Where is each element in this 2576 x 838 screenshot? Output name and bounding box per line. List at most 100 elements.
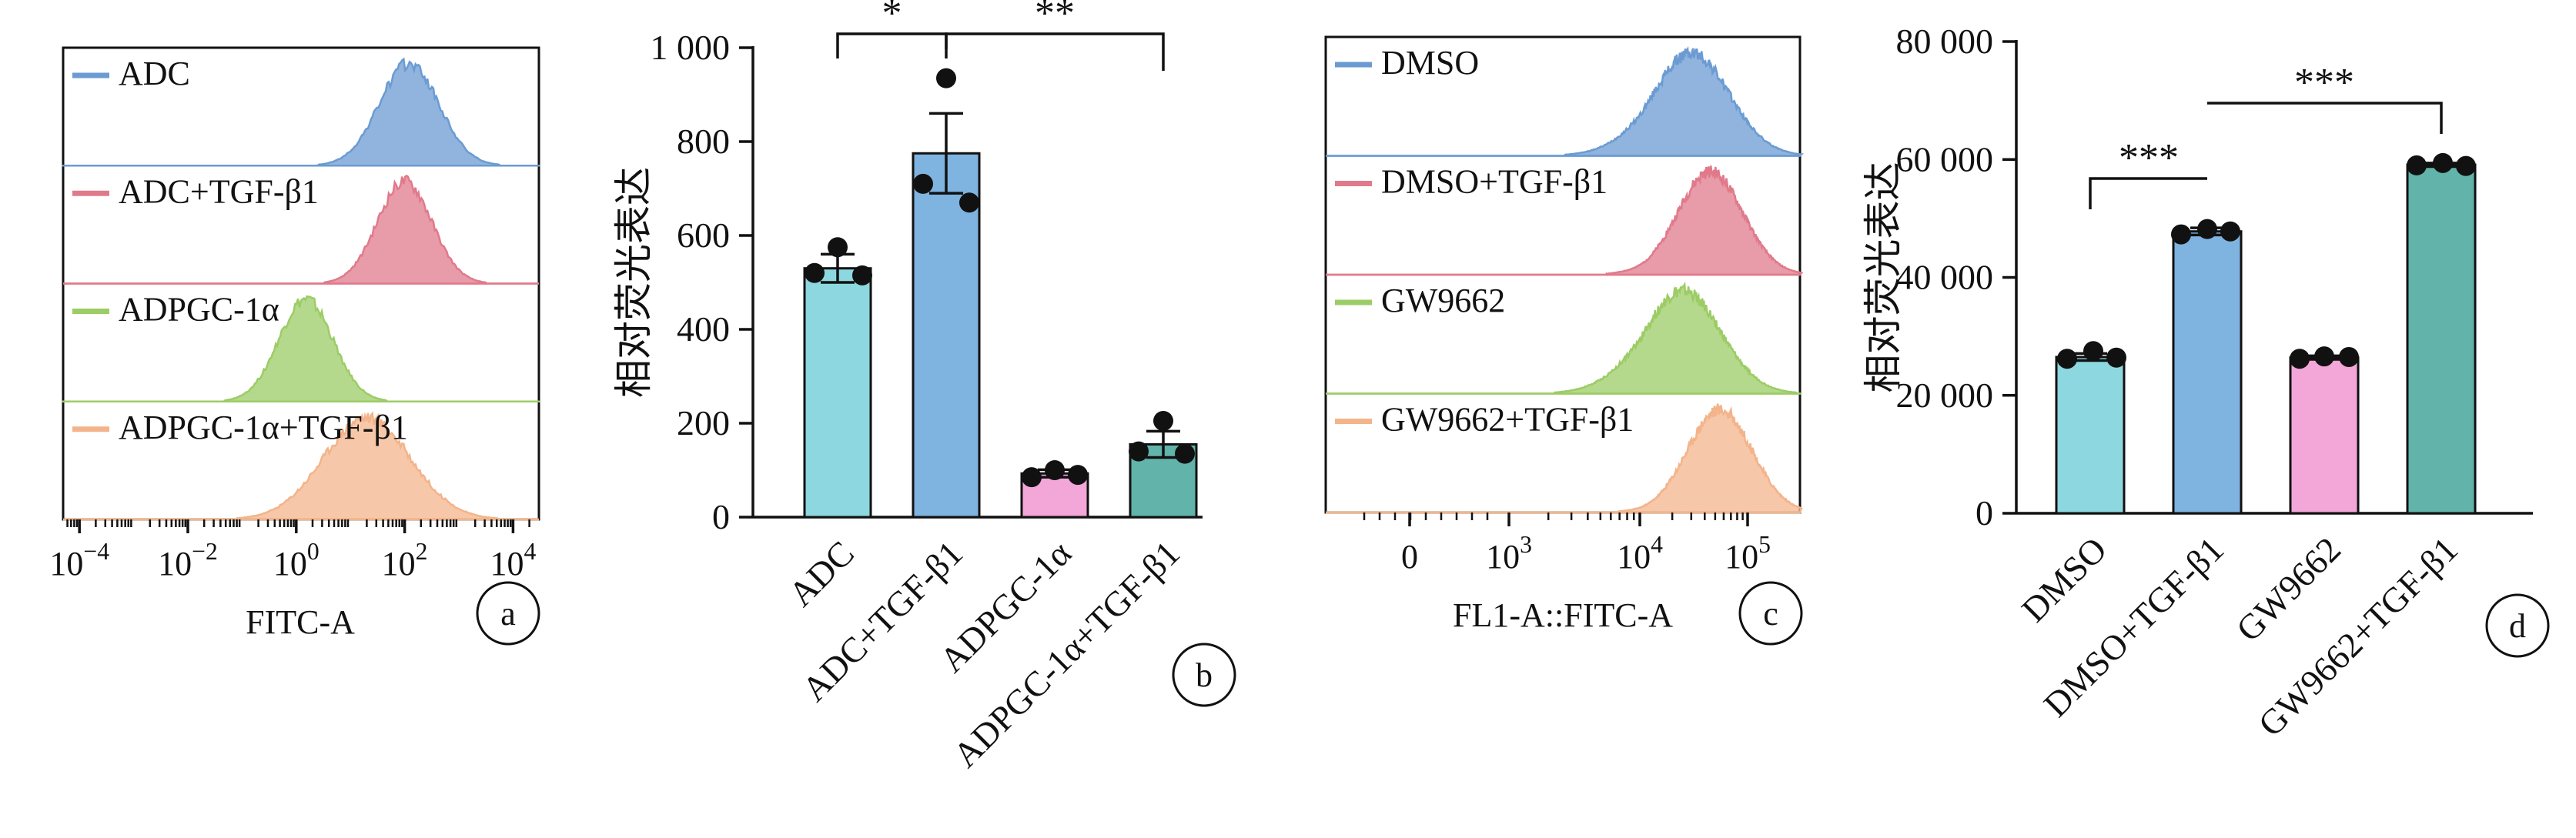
significance-bracket: ** bbox=[945, 0, 1165, 71]
data-point bbox=[1153, 410, 1173, 431]
y-tick-label: 600 bbox=[677, 215, 730, 255]
x-tick-label: 103 bbox=[1486, 531, 1532, 576]
significance-stars: ** bbox=[1035, 0, 1075, 35]
y-tick-label: 80 000 bbox=[1896, 22, 1994, 61]
category-label: ADC bbox=[781, 533, 861, 614]
data-point bbox=[805, 262, 825, 283]
panel-c-badge: c bbox=[1738, 581, 1803, 646]
legend-label: ADPGC-1α bbox=[119, 291, 279, 329]
significance-bracket: *** bbox=[2207, 61, 2443, 134]
bar-group-gw9662: GW9662 bbox=[2229, 346, 2360, 649]
data-point bbox=[852, 265, 872, 285]
y-tick-label: 200 bbox=[677, 403, 730, 442]
histogram-dmso-tgf-1: DMSO+TGF-β1 bbox=[1326, 163, 1804, 277]
category-label: GW9662 bbox=[2229, 529, 2348, 649]
legend-label: GW9662+TGF-β1 bbox=[1381, 401, 1634, 439]
x-tick-label: 10−2 bbox=[158, 538, 218, 583]
data-point bbox=[2314, 346, 2334, 367]
bar-group-dmso: DMSO bbox=[2014, 341, 2126, 629]
bar-adc-tgf-1 bbox=[912, 152, 981, 519]
data-point bbox=[1045, 460, 1065, 480]
data-point bbox=[2433, 152, 2453, 173]
histogram-adc: ADC bbox=[62, 55, 540, 167]
y-tick-label: 40 000 bbox=[1896, 258, 1994, 297]
legend-label: ADPGC-1α+TGF-β1 bbox=[119, 409, 408, 446]
histogram-area bbox=[63, 174, 539, 285]
bar-group-adpgc-1-tgf-1: ADPGC-1α+TGF-β1 bbox=[945, 410, 1198, 775]
significance-bracket: * bbox=[836, 0, 948, 58]
category-label: GW9662+TGF-β1 bbox=[2250, 529, 2465, 744]
data-point bbox=[1068, 465, 1088, 486]
data-point bbox=[2407, 155, 2427, 175]
histogram-gw9662: GW9662 bbox=[1326, 281, 1802, 395]
data-point bbox=[936, 68, 956, 88]
x-tick-label: 10−4 bbox=[49, 538, 109, 583]
data-point bbox=[2083, 341, 2103, 362]
data-point bbox=[2220, 221, 2240, 242]
y-tick-label: 20 000 bbox=[1896, 376, 1994, 415]
data-point bbox=[1129, 441, 1149, 462]
bracket-line bbox=[836, 32, 948, 58]
panel-a-letter: a bbox=[500, 595, 516, 633]
histogram-area bbox=[1326, 403, 1803, 514]
error-bar bbox=[1146, 429, 1180, 459]
histogram-adc-tgf-1: ADC+TGF-β1 bbox=[63, 172, 539, 285]
histogram-adpgc-1: ADPGC-1α bbox=[62, 291, 540, 403]
panel-b-badge: b bbox=[1172, 643, 1236, 707]
panel-d-letter: d bbox=[2509, 607, 2526, 645]
legend-label: ADC+TGF-β1 bbox=[119, 172, 319, 210]
data-point bbox=[913, 173, 933, 194]
y-tick-label: 60 000 bbox=[1896, 139, 1994, 179]
legend-label: GW9662 bbox=[1381, 282, 1505, 319]
x-tick-label: 100 bbox=[273, 538, 319, 583]
histogram-area bbox=[62, 295, 540, 403]
histogram-adpgc-1-tgf-1: ADPGC-1α+TGF-β1 bbox=[63, 409, 539, 521]
bracket-line bbox=[2089, 177, 2207, 209]
bar-gw9662-tgf-1 bbox=[2406, 163, 2477, 515]
bar-group-gw9662-tgf-1: GW9662+TGF-β1 bbox=[2250, 152, 2477, 744]
x-tick-label: 0 bbox=[1401, 538, 1418, 576]
histogram-area bbox=[63, 411, 539, 521]
legend-label: ADC bbox=[119, 55, 190, 92]
category-label: DMSO bbox=[2014, 529, 2114, 629]
x-tick-label: 104 bbox=[1617, 531, 1663, 576]
y-axis-label: 相对荧光表达 bbox=[1861, 162, 1905, 393]
data-point bbox=[1175, 443, 1195, 464]
data-point bbox=[2197, 219, 2217, 239]
panel-c-letter: c bbox=[1763, 595, 1778, 633]
panel-a-badge: a bbox=[476, 581, 540, 646]
panel-a-histogram: ADC ADC+TGF-β1 ADPGC-1α ADPGC-1α+TGF-β1 10−4… bbox=[49, 46, 540, 641]
y-axis-label: 相对荧光表达 bbox=[611, 167, 656, 398]
axes: 0 200 400 600 800 1 000 相对荧光表达 bbox=[611, 28, 1203, 536]
significance-stars: *** bbox=[2294, 61, 2354, 105]
data-point bbox=[2339, 346, 2359, 367]
histogram-dmso: DMSO bbox=[1326, 44, 1805, 157]
data-point bbox=[2290, 349, 2310, 369]
error-bar bbox=[929, 112, 963, 195]
data-point bbox=[828, 237, 848, 258]
bar-gw9662 bbox=[2289, 356, 2360, 515]
x-axis-label: FITC-A bbox=[246, 603, 355, 641]
panel-b-letter: b bbox=[1196, 656, 1213, 694]
bar-group-adc: ADC bbox=[781, 237, 872, 614]
data-point bbox=[2171, 224, 2191, 245]
panel-c-histogram: DMSO DMSO+TGF-β1 GW9662 GW9662+TGF-β1 0 103 10… bbox=[1324, 35, 1805, 634]
x-tick-label: 105 bbox=[1725, 531, 1771, 576]
data-point bbox=[1022, 467, 1042, 488]
histogram-area bbox=[1326, 46, 1805, 157]
significance-stars: *** bbox=[2119, 136, 2179, 180]
data-point bbox=[2106, 347, 2126, 368]
significance-stars: * bbox=[882, 0, 902, 35]
y-tick-label: 800 bbox=[677, 122, 730, 161]
data-point bbox=[2057, 349, 2077, 369]
x-axis-label: FL1-A::FITC-A bbox=[1453, 596, 1673, 634]
significance-bracket: *** bbox=[2089, 136, 2207, 209]
bracket-line bbox=[2207, 102, 2443, 134]
histogram-area bbox=[1326, 281, 1802, 395]
y-tick-label: 0 bbox=[712, 497, 730, 536]
legend-label: DMSO+TGF-β1 bbox=[1381, 163, 1607, 201]
